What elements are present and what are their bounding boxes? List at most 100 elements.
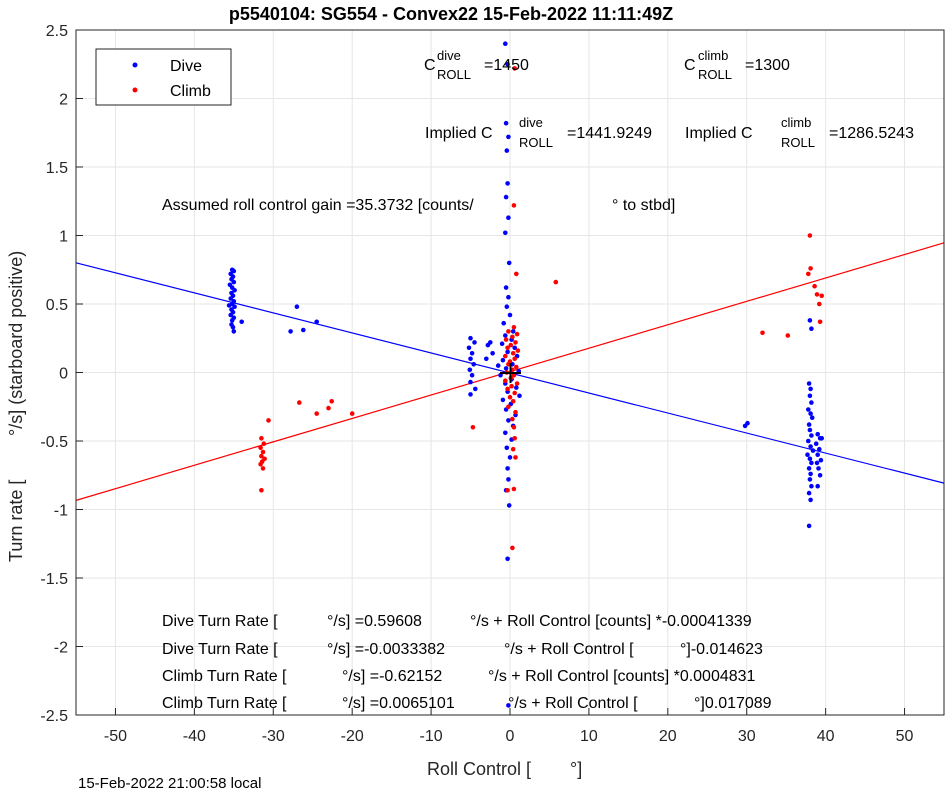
data-point-climb: [349, 411, 355, 416]
data-point-dive: [468, 356, 473, 362]
data-point-dive: [745, 420, 750, 426]
data-point-climb: [806, 271, 811, 277]
x-tick-label: -20: [341, 728, 364, 745]
data-point-climb: [814, 292, 820, 297]
data-point-climb: [259, 453, 264, 459]
data-point-climb: [510, 399, 516, 404]
data-point-dive: [807, 427, 813, 433]
fit-climb-counts-part2: °/s] =-0.62152: [342, 668, 442, 685]
data-point-dive: [807, 393, 813, 399]
data-point-dive: [503, 333, 508, 338]
data-point-dive: [503, 230, 508, 236]
data-point-climb: [511, 325, 517, 330]
data-point-dive: [232, 304, 237, 310]
data-point-climb: [512, 66, 517, 71]
y-tick-label: -2.5: [40, 708, 68, 725]
data-point-dive: [485, 342, 491, 348]
data-point-climb: [785, 333, 791, 338]
data-point-dive: [506, 477, 511, 482]
x-tick-label: -30: [262, 728, 285, 745]
data-point-climb: [515, 348, 521, 353]
implied-climb-label: Implied C: [685, 125, 753, 142]
data-point-climb: [514, 364, 519, 370]
data-point-climb: [505, 345, 510, 351]
data-point-dive: [809, 460, 814, 466]
data-point-dive: [229, 318, 235, 323]
data-point-dive: [473, 386, 478, 392]
data-point-dive: [517, 393, 522, 399]
data-point-climb: [807, 233, 813, 238]
data-point-dive: [809, 433, 814, 438]
data-point-dive: [231, 329, 237, 334]
data-point-dive: [807, 456, 813, 462]
x-tick-label: 20: [659, 728, 677, 745]
implied-climb-sub: ROLL: [781, 135, 815, 150]
fit-climb-deg-part2: °/s] =0.0065101: [342, 695, 455, 712]
fit-climb-counts-part3: °/s + Roll Control [counts] *0.0004831: [488, 668, 756, 685]
legend-marker-climb: [132, 87, 138, 93]
croll-dive-annotation: C dive ROLL =1450: [424, 48, 529, 82]
croll-dive-sup: dive: [437, 48, 461, 63]
croll-dive-value: =1450: [484, 57, 529, 74]
data-point-climb: [513, 340, 518, 345]
data-point-climb: [514, 331, 520, 337]
fit-climb-deg-part4: °]0.017089: [694, 695, 772, 712]
fit-climb-deg: Climb Turn Rate [ °/s] =0.0065101 °/s + …: [162, 695, 772, 712]
data-point-dive: [239, 319, 244, 325]
data-point-dive: [809, 415, 815, 421]
data-point-climb: [817, 301, 822, 307]
data-point-dive: [468, 379, 473, 385]
data-point-dive: [814, 460, 820, 466]
legend-label-climb: Climb: [170, 83, 211, 100]
y-axis-label-unit: °/s] (starboard positive): [6, 251, 26, 436]
data-point-dive: [808, 386, 813, 392]
data-point-climb: [512, 390, 517, 396]
data-point-dive: [813, 441, 819, 447]
gain-annotation-unit: ° to stbd]: [612, 197, 675, 214]
data-point-climb: [512, 436, 517, 441]
data-point-climb: [511, 486, 517, 492]
axis-ticks: -50 -40 -30 -20 -10 0 10 20 30 40 50-2.5-2-1.5-1-0…: [40, 23, 913, 745]
data-point-dive: [808, 471, 813, 477]
legend: Dive Climb: [95, 48, 232, 106]
implied-dive-annotation: Implied C dive ROLL =1441.9249: [425, 115, 652, 150]
data-point-dive: [817, 473, 823, 478]
fit-dive-counts-part3: °/s + Roll Control [counts] *-0.00041339: [470, 613, 752, 630]
data-point-dive: [468, 392, 473, 397]
y-tick-label: 2.5: [46, 23, 68, 40]
x-tick-label: 30: [738, 728, 756, 745]
data-point-dive: [510, 329, 516, 334]
data-point-climb: [503, 378, 508, 384]
data-point-dive: [228, 296, 233, 301]
data-point-dive: [466, 345, 472, 351]
legend-box: [95, 48, 232, 106]
data-point-dive: [501, 320, 507, 326]
data-point-dive: [806, 523, 812, 529]
croll-climb-sup: climb: [698, 48, 728, 63]
data-point-climb: [760, 330, 765, 336]
data-point-dive: [500, 357, 506, 363]
fit-dive-counts-part2: °/s] =0.59608: [327, 613, 422, 630]
data-point-dive: [806, 381, 812, 386]
data-point-climb: [513, 409, 518, 415]
data-point-dive: [806, 466, 812, 471]
data-point-dive: [506, 215, 511, 220]
footer-timestamp: 15-Feb-2022 21:00:58 local: [78, 775, 261, 792]
data-point-climb: [808, 266, 813, 271]
data-point-dive: [505, 62, 510, 67]
fit-climb-deg-part3: °/s + Roll Control [: [508, 695, 638, 712]
data-point-climb: [511, 203, 517, 208]
fit-climb-counts: Climb Turn Rate [ °/s] =-0.62152 °/s + R…: [162, 668, 756, 685]
implied-climb-sup: climb: [781, 115, 811, 130]
data-point-climb: [507, 394, 513, 400]
data-point-climb: [297, 400, 302, 405]
data-point-dive: [498, 372, 503, 378]
data-point-dive: [504, 445, 510, 451]
y-tick-label: 1: [59, 229, 68, 246]
data-point-dive: [469, 351, 475, 356]
data-point-dive: [806, 422, 812, 427]
implied-climb-annotation: Implied C climb ROLL =1286.5243: [685, 115, 914, 150]
data-point-dive: [809, 326, 814, 332]
data-point-climb: [511, 425, 517, 430]
data-point-climb: [503, 353, 508, 359]
